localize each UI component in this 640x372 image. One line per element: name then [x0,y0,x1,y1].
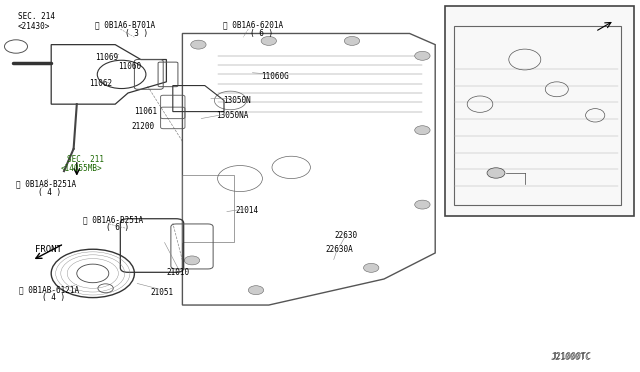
Text: J21000TC: J21000TC [550,353,590,362]
Circle shape [184,256,200,265]
Circle shape [487,168,505,178]
Bar [445,6,634,216]
Text: ( 4 ): ( 4 ) [38,188,61,197]
Text: J21000TC: J21000TC [552,352,591,361]
Text: <21430>: <21430> [18,22,51,31]
Circle shape [364,263,379,272]
Circle shape [261,36,276,45]
Text: ( 6 ): ( 6 ) [250,29,273,38]
Text: ( 3 ): ( 3 ) [125,29,148,38]
Text: 21051: 21051 [150,288,173,296]
Text: Ⓑ 0B1A6-6201A: Ⓑ 0B1A6-6201A [223,21,283,30]
Text: 22630: 22630 [483,169,506,177]
Bar [182,175,234,242]
Circle shape [248,286,264,295]
Circle shape [415,126,430,135]
Text: 13050NA: 13050NA [216,111,249,120]
Text: 21200: 21200 [131,122,154,131]
Circle shape [191,40,206,49]
Circle shape [415,51,430,60]
Text: FRONT: FRONT [35,246,62,254]
Text: 11069: 11069 [95,53,118,62]
Text: ( 6 ): ( 6 ) [106,223,129,232]
Text: ( 4 ): ( 4 ) [42,293,65,302]
Text: SEC. 111: SEC. 111 [547,183,584,192]
Circle shape [344,36,360,45]
Text: Ⓑ 0B1AB-6121A: Ⓑ 0B1AB-6121A [19,285,79,294]
Text: 11060: 11060 [118,62,141,71]
Text: 22630A: 22630A [325,245,353,254]
Text: SEC. 211: SEC. 211 [67,155,104,164]
Text: Ⓑ 0B1A6-B701A: Ⓑ 0B1A6-B701A [95,21,155,30]
Text: FRONT: FRONT [483,138,510,147]
Text: 11061: 11061 [134,107,157,116]
Text: 21010: 21010 [166,268,189,277]
Text: 11062: 11062 [90,79,113,88]
Text: SEC. 214: SEC. 214 [18,12,55,21]
Text: 11060G: 11060G [261,72,289,81]
Text: 13050N: 13050N [223,96,250,105]
Text: 22630: 22630 [334,231,357,240]
Text: Ⓑ 0B1A6-B251A: Ⓑ 0B1A6-B251A [83,216,143,225]
Text: 22630A: 22630A [483,183,511,192]
Bar [454,26,621,205]
Text: Ⓑ 0B1A8-B251A: Ⓑ 0B1A8-B251A [16,180,76,189]
Text: <14055MB>: <14055MB> [61,164,102,173]
Circle shape [415,200,430,209]
Text: 21014: 21014 [236,206,259,215]
